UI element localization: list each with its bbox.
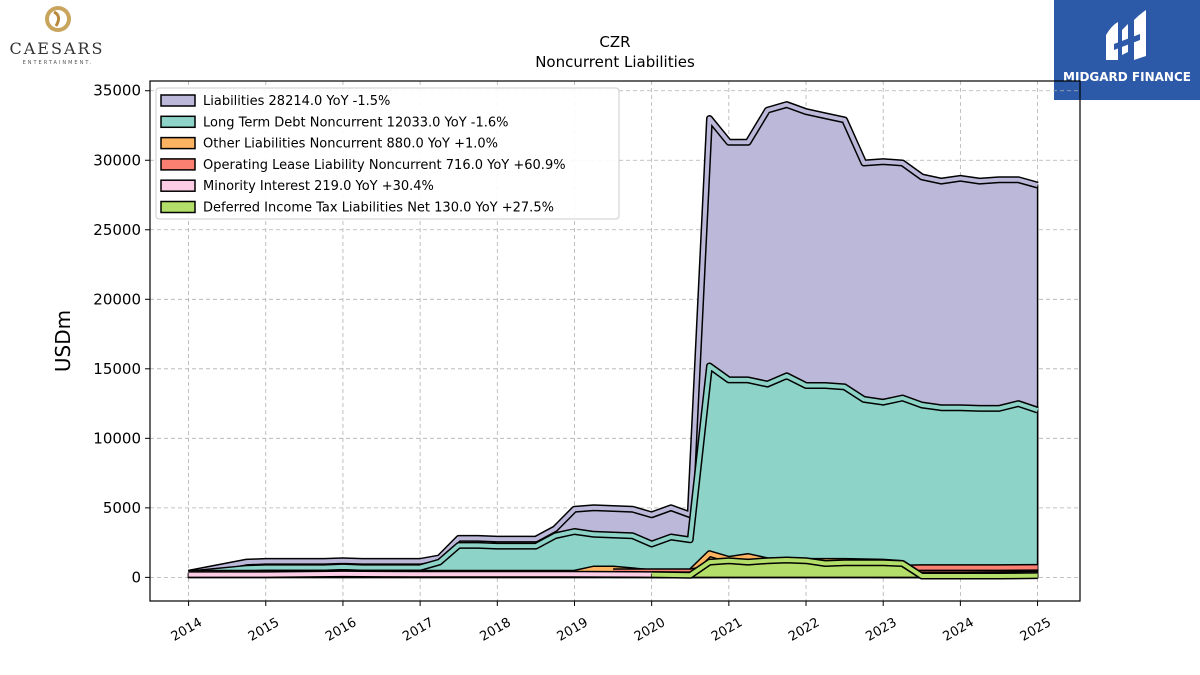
y-tick-label: 5000 <box>103 499 141 517</box>
legend-swatch <box>160 179 196 192</box>
midgard-finance-logo: MIDGARD FINANCE <box>1054 0 1200 100</box>
x-tick-label: 2020 <box>632 615 668 645</box>
company-name: CAESARS <box>10 39 105 58</box>
x-tick-label: 2015 <box>246 615 282 645</box>
legend-swatch <box>160 94 196 107</box>
x-tick-label: 2014 <box>169 615 205 645</box>
y-tick-label: 35000 <box>93 82 141 100</box>
legend-entry: Minority Interest 219.0 YoY +30.4% <box>203 179 434 194</box>
x-tick-label: 2016 <box>323 615 359 645</box>
series-line <box>188 102 1039 576</box>
legend: Liabilities 28214.0 YoY -1.5% Long Term D… <box>155 87 620 220</box>
company-tagline: ENTERTAINMENT. <box>23 60 94 66</box>
x-tick-label: 2022 <box>786 615 822 645</box>
legend-entry: Deferred Income Tax Liabilities Net 130.… <box>203 201 554 216</box>
legend-swatch <box>160 115 196 129</box>
caesars-logo: CAESARS ENTERTAINMENT. <box>0 0 120 70</box>
y-tick-label: 25000 <box>93 221 141 239</box>
x-axis-ticks: 2014 2015 2016 2017 2018 2019 2020 2021 2022 2023… <box>169 601 1054 645</box>
y-axis-label: USDm <box>51 310 75 372</box>
midgard-emblem-icon: MIDGARD FINANCE <box>1063 10 1191 84</box>
plot-frame <box>149 80 1081 602</box>
y-tick-label: 10000 <box>93 429 141 447</box>
x-tick-label: 2025 <box>1018 615 1054 645</box>
legend-entry: Other Liabilities Noncurrent 880.0 YoY +… <box>203 137 498 152</box>
x-tick-label: 2021 <box>709 615 745 645</box>
y-axis-ticks: 0 5000 10000 15000 20000 25000 30000 35000 <box>93 82 150 586</box>
x-tick-label: 2023 <box>863 615 899 645</box>
x-tick-label: 2018 <box>477 615 513 645</box>
series-line <box>188 364 1039 576</box>
x-tick-label: 2024 <box>941 615 977 645</box>
y-tick-label: 15000 <box>93 360 141 378</box>
legend-box <box>155 87 620 220</box>
series-line <box>651 558 1038 578</box>
x-tick-label: 2017 <box>400 615 436 645</box>
legend-entry: Liabilities 28214.0 YoY -1.5% <box>203 94 390 109</box>
legend-swatch <box>160 158 196 171</box>
y-tick-label: 0 <box>131 568 141 586</box>
x-tick-label: 2019 <box>555 615 591 645</box>
y-tick-label: 30000 <box>93 151 141 169</box>
legend-entry: Long Term Debt Noncurrent 12033.0 YoY -1… <box>203 115 509 130</box>
legend-entry: Operating Lease Liability Noncurrent 716… <box>203 158 566 173</box>
caesars-emblem-icon: CAESARS ENTERTAINMENT. <box>10 6 105 66</box>
chart-title: CZR <box>599 33 630 51</box>
publisher-name: MIDGARD FINANCE <box>1063 70 1191 84</box>
y-tick-label: 20000 <box>93 290 141 308</box>
series-areas <box>187 101 1039 580</box>
legend-swatch <box>160 200 196 214</box>
chart-subtitle: Noncurrent Liabilities <box>535 53 695 71</box>
legend-swatch <box>160 136 196 150</box>
